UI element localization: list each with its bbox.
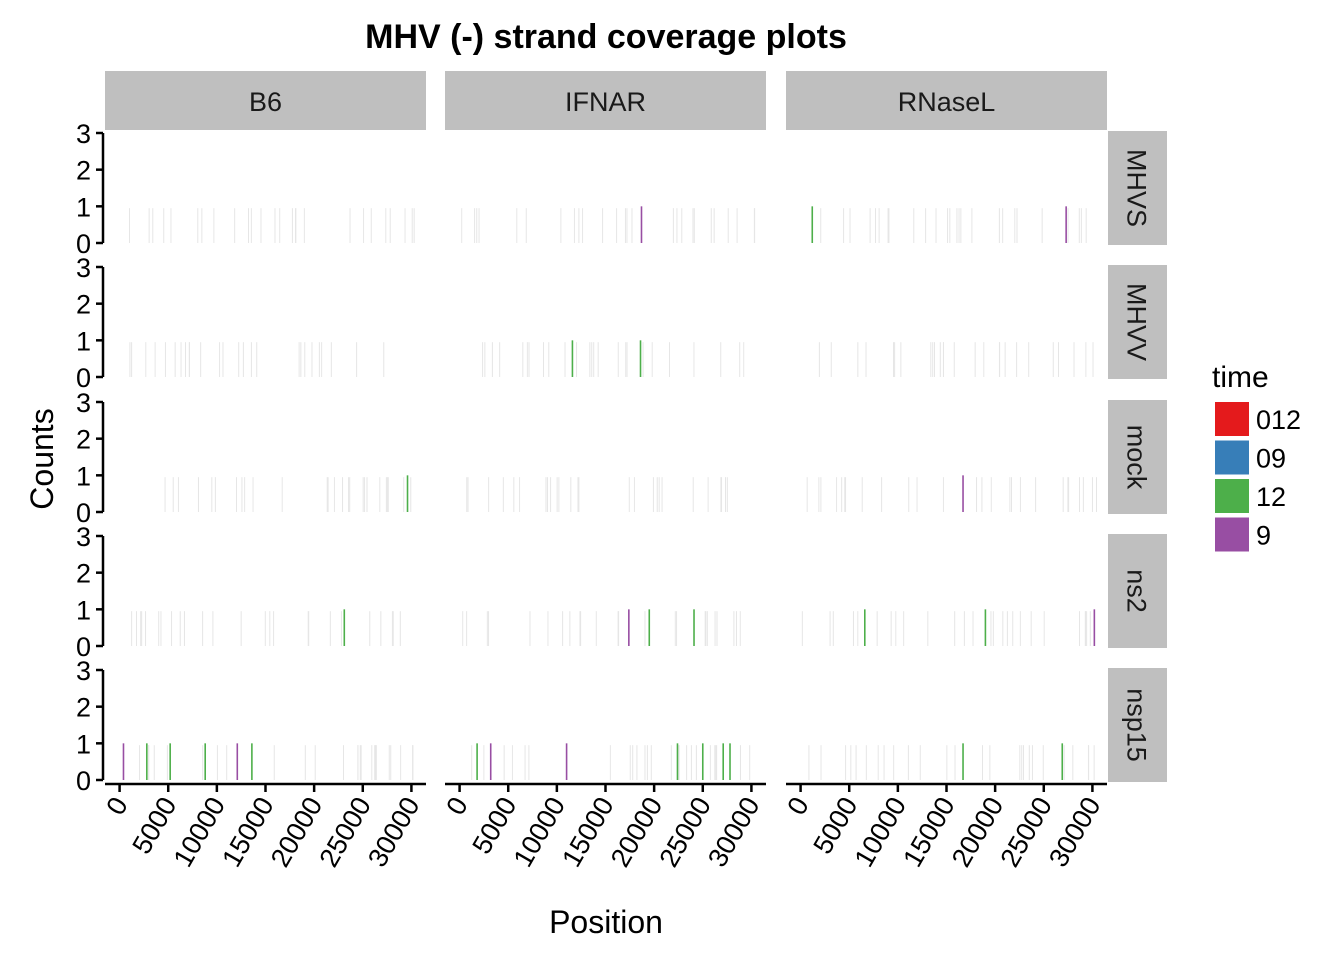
y-tick-label: 3 <box>76 388 91 418</box>
y-tick-label: 0 <box>76 632 91 662</box>
y-tick-label: 2 <box>76 559 91 589</box>
y-tick-label: 3 <box>76 119 91 149</box>
y-tick-label: 1 <box>76 192 91 222</box>
strip-mock <box>1108 400 1167 514</box>
y-tick-label: 2 <box>76 425 91 455</box>
legend-swatch-9 <box>1215 517 1249 552</box>
strip-label-mhvs: MHVS <box>1122 149 1152 227</box>
y-tick-label: 1 <box>76 595 91 625</box>
y-tick-label: 3 <box>76 522 91 552</box>
y-tick-label: 1 <box>76 326 91 356</box>
y-tick-label: 2 <box>76 693 91 723</box>
legend-swatch-12 <box>1215 479 1249 513</box>
legend: time 012 09 12 9 <box>1212 361 1301 552</box>
strip-label-ifnar: IFNAR <box>565 87 646 117</box>
strip-ns2 <box>1108 534 1167 648</box>
legend-label-12: 12 <box>1256 482 1286 512</box>
strip-b6 <box>105 71 426 130</box>
y-tick-label: 3 <box>76 656 91 686</box>
y-tick-label: 2 <box>76 156 91 186</box>
y-tick-label: 0 <box>76 766 91 796</box>
strip-label-b6: B6 <box>249 87 282 117</box>
strip-label-mhvv: MHVV <box>1122 283 1152 361</box>
y-tick-label: 1 <box>76 729 91 759</box>
legend-swatch-012 <box>1215 402 1249 436</box>
chart-title: MHV (-) strand coverage plots <box>365 18 847 56</box>
x-axis-label: Position <box>549 904 663 940</box>
y-tick-label: 0 <box>76 498 91 528</box>
y-tick-label: 3 <box>76 253 91 283</box>
strip-label-rnasel: RNaseL <box>898 87 996 117</box>
legend-label-9: 9 <box>1256 521 1271 551</box>
legend-label-09: 09 <box>1256 444 1286 474</box>
y-tick-label: 1 <box>76 461 91 491</box>
legend-title: time <box>1212 361 1269 394</box>
strip-label-mock: mock <box>1122 425 1152 490</box>
strip-nsp15 <box>1108 668 1167 782</box>
y-axis-label: Counts <box>24 408 60 509</box>
strip-label-ns2: ns2 <box>1122 569 1152 613</box>
y-tick-label: 2 <box>76 290 91 320</box>
legend-swatch-09 <box>1215 440 1249 475</box>
strip-rnasel <box>786 71 1107 130</box>
strip-ifnar <box>445 71 766 130</box>
y-tick-label: 0 <box>76 229 91 259</box>
legend-label-012: 012 <box>1256 405 1301 435</box>
strip-mhvv <box>1108 265 1167 379</box>
strip-label-nsp15: nsp15 <box>1122 688 1152 762</box>
strip-mhvs <box>1108 131 1167 245</box>
y-tick-label: 0 <box>76 363 91 393</box>
